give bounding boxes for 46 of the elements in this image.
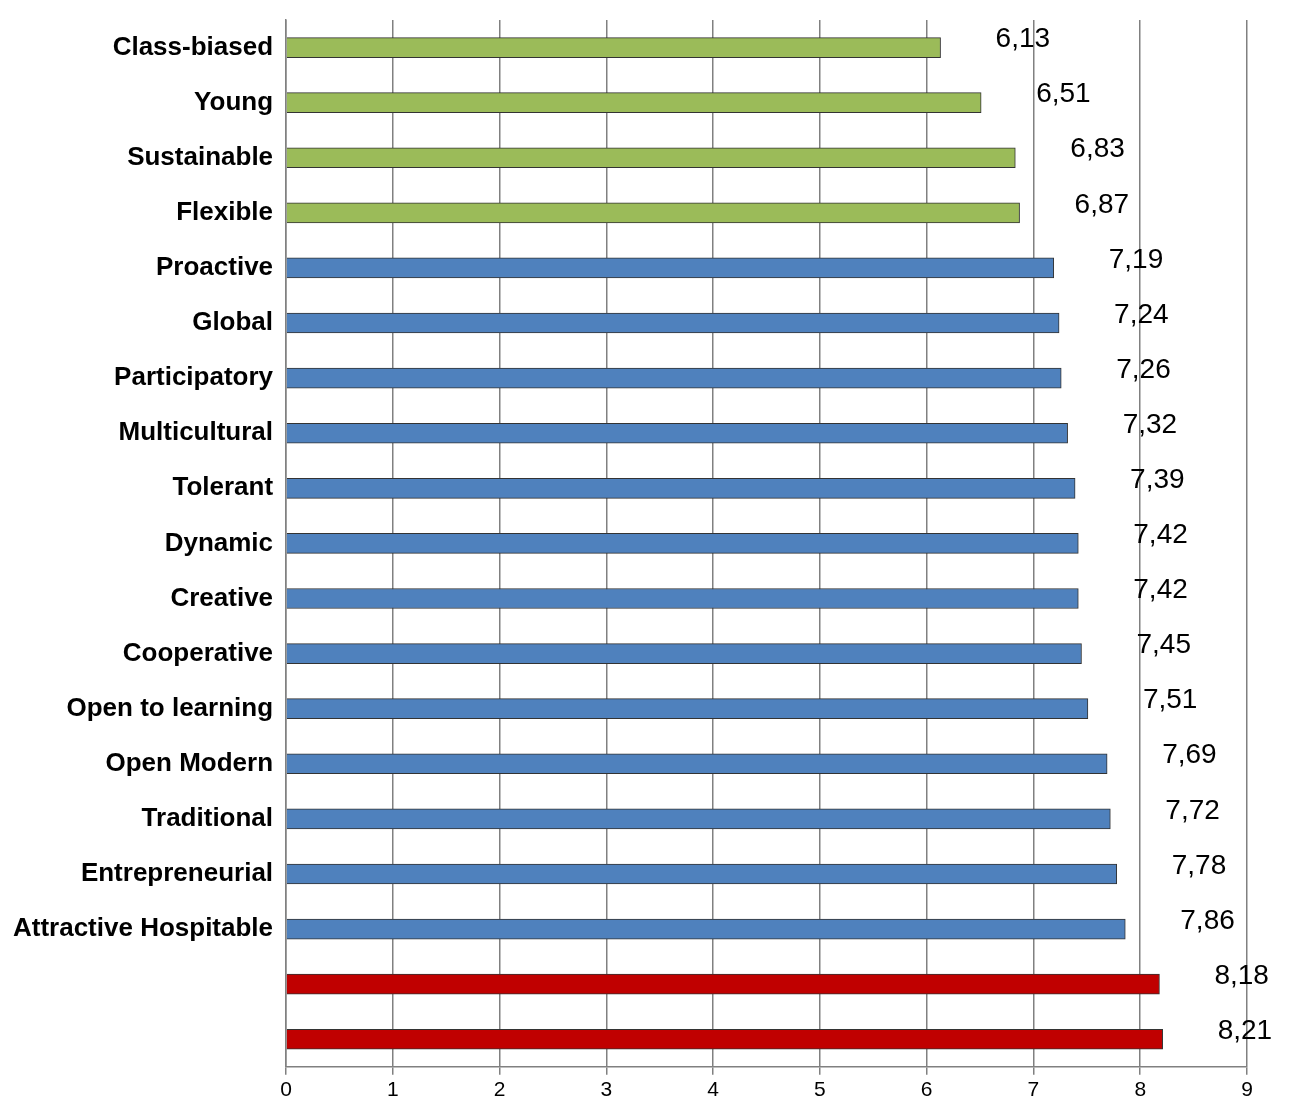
data-label: 7,51	[1142, 683, 1198, 715]
data-label: 7,24	[1114, 297, 1169, 329]
x-tick-label: 9	[1241, 1077, 1253, 1101]
data-label: 6,83	[1070, 132, 1125, 164]
y-tick-label: Proactive	[155, 251, 274, 282]
y-tick-label: Flexible	[176, 196, 274, 226]
y-tick-label: Class-biased	[112, 30, 274, 61]
y-tick-label: Global	[192, 306, 274, 337]
data-label: 6,13	[995, 22, 1051, 54]
data-label: 7,39	[1130, 463, 1185, 495]
data-label: 7,45	[1136, 628, 1192, 660]
y-tick-label: Open Modern	[105, 746, 274, 777]
x-tick-label: 8	[1134, 1077, 1147, 1101]
y-tick-label: Dynamic	[164, 526, 274, 557]
y-tick-label: Creative	[170, 581, 274, 612]
y-tick-label: Open to learning	[66, 691, 274, 722]
data-label: 7,42	[1133, 573, 1188, 605]
y-tick-label: Young	[194, 85, 274, 116]
y-tick-label: Tolerant	[172, 471, 274, 502]
data-label: 8,18	[1214, 958, 1269, 990]
data-label: 7,78	[1171, 848, 1227, 880]
x-tick-label: 1	[386, 1077, 399, 1101]
data-label: 7,19	[1108, 242, 1164, 274]
data-label: 7,42	[1133, 518, 1188, 550]
data-label: 7,32	[1122, 407, 1178, 439]
data-label: 7,72	[1165, 793, 1220, 825]
y-tick-label: Attractive Hospitable	[12, 912, 274, 943]
data-label: 7,26	[1116, 352, 1171, 384]
y-tick-label: Participatory	[114, 361, 274, 392]
x-tick-label: 7	[1027, 1077, 1040, 1101]
y-tick-label: Multicultural	[118, 416, 274, 447]
x-tick-label: 3	[600, 1077, 613, 1101]
y-tick-label: Entrepreneurial	[80, 857, 274, 888]
x-tick-label: 5	[814, 1077, 826, 1101]
data-label: 7,69	[1162, 738, 1217, 770]
x-tick-label: 2	[493, 1077, 506, 1101]
x-tick-label: 0	[280, 1077, 292, 1101]
x-tick-label: 6	[920, 1077, 933, 1101]
y-tick-label: Cooperative	[122, 636, 274, 667]
data-label: 6,51	[1036, 77, 1091, 109]
x-tick-label: 4	[707, 1077, 720, 1101]
data-label: 7,86	[1180, 903, 1235, 935]
y-tick-label: Traditional	[141, 802, 274, 833]
data-label: 6,87	[1074, 187, 1130, 219]
data-label: 8,21	[1217, 1013, 1273, 1045]
y-tick-label: Sustainable	[127, 140, 274, 171]
